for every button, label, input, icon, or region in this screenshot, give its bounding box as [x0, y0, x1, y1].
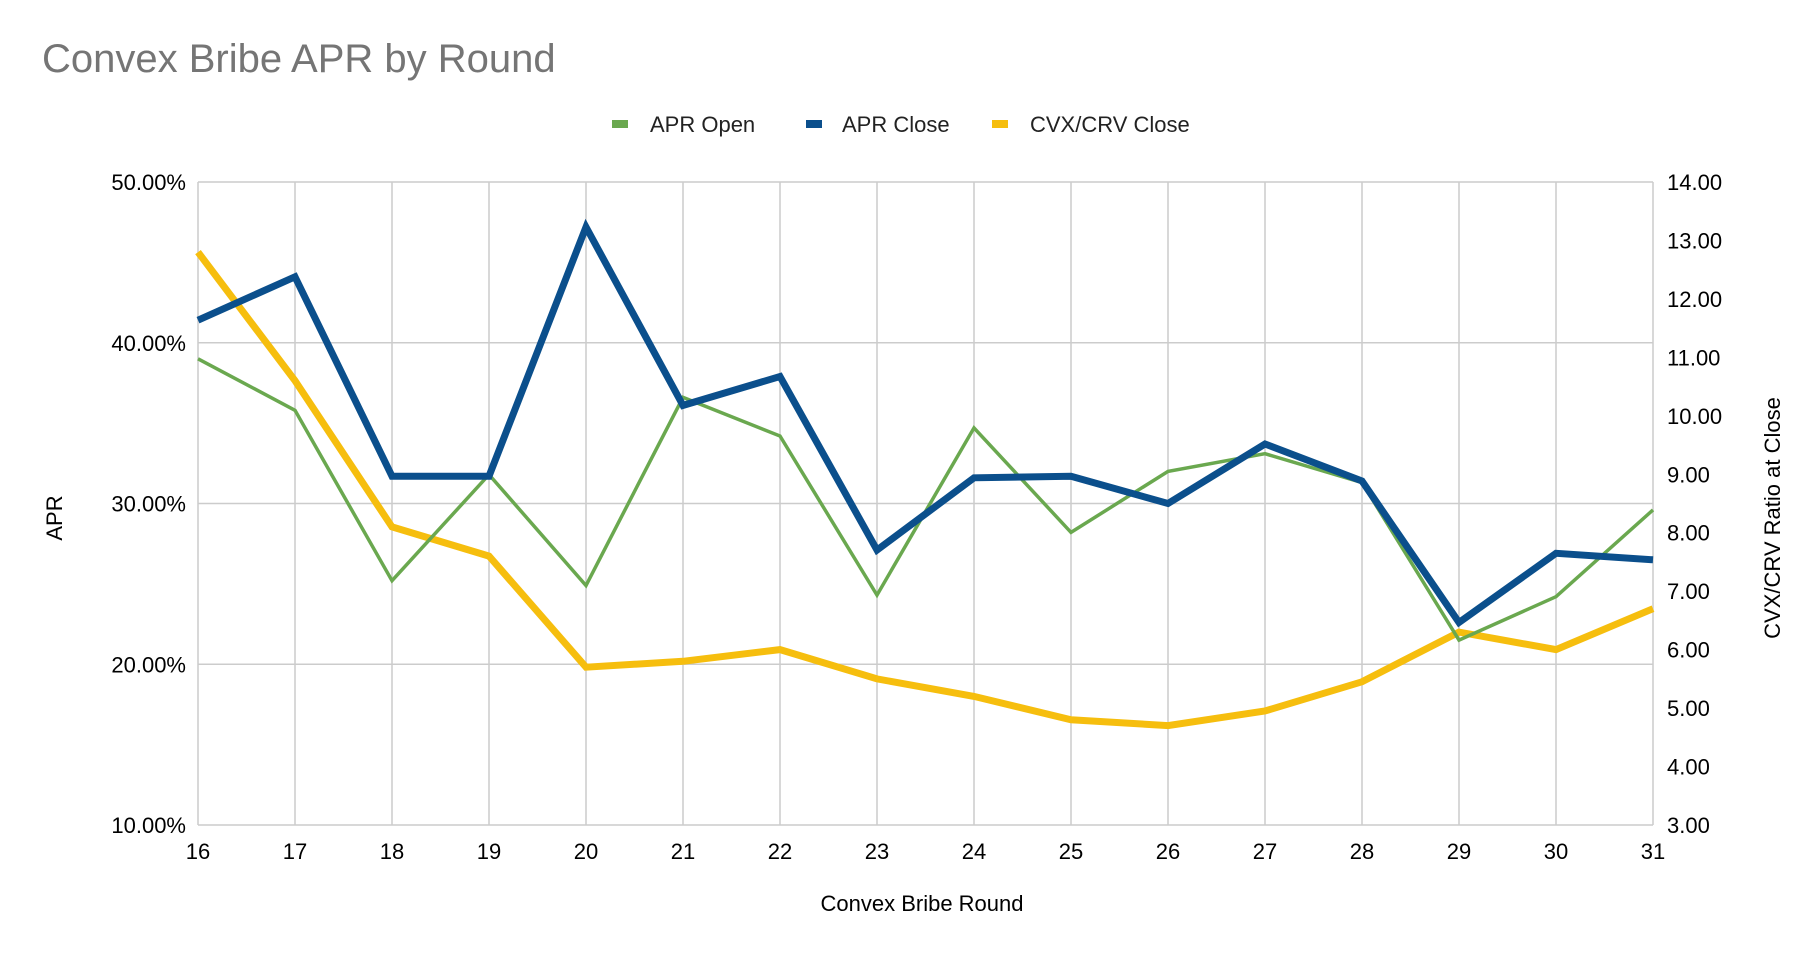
y-tick-label-right: 13.00 [1667, 228, 1722, 253]
x-axis: 16 17 18 19 20 21 22 23 24 25 26 27 28 29 30 31 [186, 839, 1665, 864]
x-tick-label: 31 [1641, 839, 1665, 864]
y-axis-right: 3.00 4.00 5.00 6.00 7.00 8.00 9.00 10.00 11.00 12… [1667, 170, 1722, 838]
y-tick-label-right: 8.00 [1667, 521, 1710, 546]
y-axis-title-left: APR [42, 495, 67, 540]
x-tick-label: 21 [671, 839, 695, 864]
x-tick-label: 16 [186, 839, 210, 864]
y-tick-label-right: 10.00 [1667, 404, 1722, 429]
legend-swatch-apr-close [806, 120, 822, 128]
x-tick-label: 22 [768, 839, 792, 864]
y-tick-label-left: 10.00% [111, 813, 186, 838]
x-tick-label: 18 [380, 839, 404, 864]
legend-swatch-cvx-crv-close [992, 120, 1008, 128]
x-tick-label: 26 [1156, 839, 1180, 864]
chart-title: Convex Bribe APR by Round [42, 37, 556, 81]
y-tick-label-left: 40.00% [111, 331, 186, 356]
y-axis-left: 10.00% 20.00% 30.00% 40.00% 50.00% [111, 170, 186, 838]
y-tick-label-right: 11.00 [1667, 345, 1720, 370]
y-tick-label-right: 14.00 [1667, 170, 1722, 195]
legend-label-apr-close: APR Close [842, 112, 950, 137]
x-tick-label: 27 [1253, 839, 1277, 864]
legend-item-cvx-crv-close[interactable]: CVX/CRV Close [992, 112, 1190, 137]
y-tick-label-right: 9.00 [1667, 462, 1710, 487]
legend-label-cvx-crv-close: CVX/CRV Close [1030, 112, 1190, 137]
y-tick-label-left: 30.00% [111, 492, 186, 517]
gridlines [197, 181, 1654, 826]
x-tick-label: 17 [283, 839, 307, 864]
y-tick-label-right: 12.00 [1667, 287, 1722, 312]
y-tick-label-left: 50.00% [111, 170, 186, 195]
x-tick-label: 30 [1544, 839, 1568, 864]
line-cvx-crv-close [195, 249, 1655, 730]
y-tick-label-right: 3.00 [1667, 813, 1710, 838]
x-tick-label: 23 [865, 839, 889, 864]
legend-item-apr-open[interactable]: APR Open [612, 112, 755, 137]
x-tick-label: 25 [1059, 839, 1083, 864]
legend-label-apr-open: APR Open [650, 112, 755, 137]
x-tick-label: 28 [1350, 839, 1374, 864]
y-tick-label-left: 20.00% [111, 652, 186, 677]
line-apr-open [197, 357, 1655, 643]
y-tick-label-right: 5.00 [1667, 696, 1710, 721]
legend-swatch-apr-open [612, 120, 628, 128]
series-lines [195, 218, 1655, 730]
legend-item-apr-close[interactable]: APR Close [806, 112, 950, 137]
y-axis-title-right: CVX/CRV Ratio at Close [1760, 397, 1785, 639]
y-tick-label-right: 4.00 [1667, 755, 1710, 780]
x-tick-label: 19 [477, 839, 501, 864]
x-tick-label: 20 [574, 839, 598, 864]
y-tick-label-right: 7.00 [1667, 579, 1710, 604]
y-tick-label-right: 6.00 [1667, 638, 1710, 663]
line-apr-close [196, 218, 1654, 628]
x-tick-label: 29 [1447, 839, 1471, 864]
x-axis-title: Convex Bribe Round [820, 891, 1023, 916]
legend: APR Open APR Close CVX/CRV Close [612, 112, 1190, 137]
x-tick-label: 24 [962, 839, 986, 864]
